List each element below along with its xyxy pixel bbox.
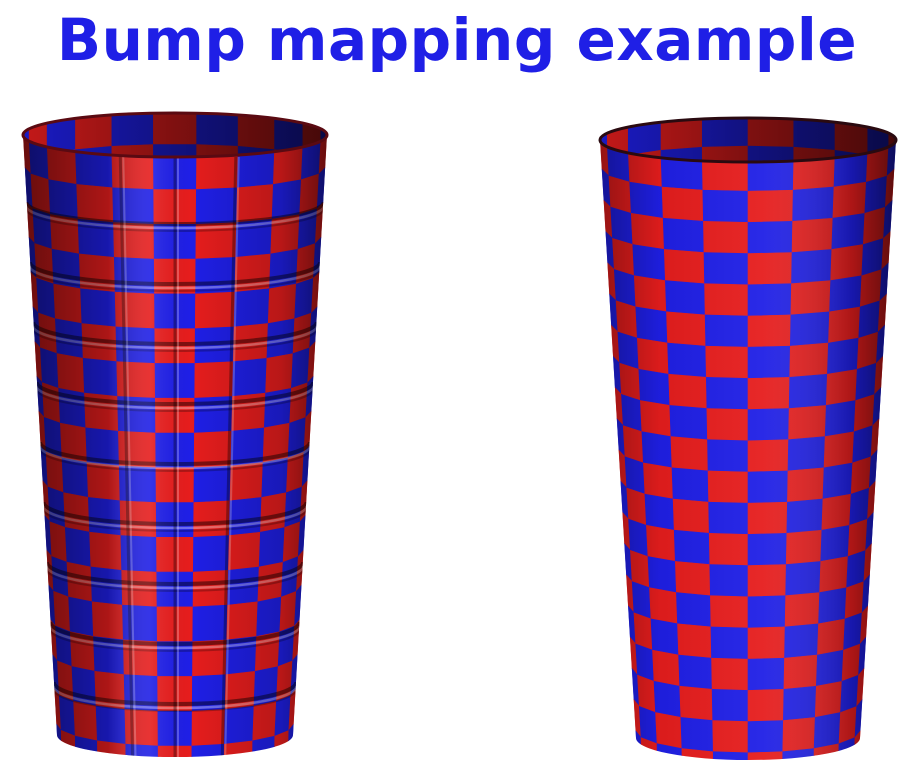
bump-mapped-cylinder xyxy=(21,111,329,757)
plain-cylinder xyxy=(598,116,898,760)
slide-title: Bump mapping example xyxy=(56,6,858,74)
